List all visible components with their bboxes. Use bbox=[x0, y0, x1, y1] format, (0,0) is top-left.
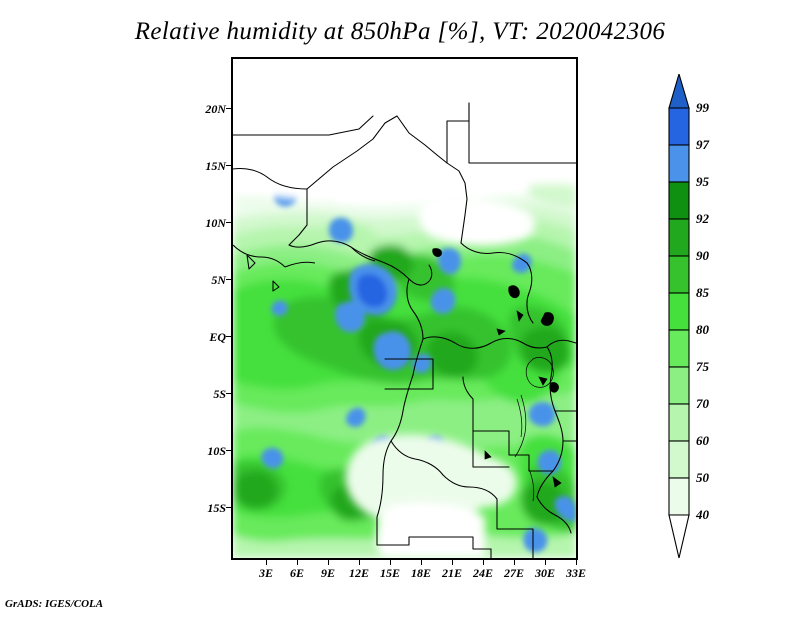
x-axis-tick bbox=[452, 560, 453, 565]
y-axis-label-20n: 20N bbox=[205, 102, 226, 116]
y-axis-label-5n: 5N bbox=[211, 273, 226, 287]
humidity-field-map bbox=[233, 59, 576, 558]
colorbar-segments bbox=[668, 74, 690, 558]
x-axis-label-24e: 24E bbox=[472, 566, 494, 580]
y-axis-label-10n: 10N bbox=[205, 216, 226, 230]
x-axis-tick bbox=[266, 560, 267, 565]
page-title: Relative humidity at 850hPa [%], VT: 202… bbox=[134, 18, 666, 45]
x-axis-label-30e: 30E bbox=[534, 566, 556, 580]
colorbar-under-arrow bbox=[668, 514, 690, 558]
x-axis-label-3e: 3E bbox=[258, 566, 274, 580]
map-plot-area bbox=[231, 57, 578, 560]
colorbar bbox=[666, 74, 692, 558]
colorbar-label-99: 99 bbox=[696, 100, 709, 115]
y-axis-label-5s: 5S bbox=[213, 387, 226, 401]
footer-credit: GrADS: IGES/COLA bbox=[5, 598, 104, 610]
y-axis-tick bbox=[226, 279, 231, 280]
x-axis-tick bbox=[421, 560, 422, 565]
colorbar-label-90: 90 bbox=[696, 248, 709, 263]
colorbar-label-92: 92 bbox=[696, 211, 709, 226]
x-axis-label-6e: 6E bbox=[289, 566, 305, 580]
colorbar-label-50: 50 bbox=[696, 470, 709, 485]
x-axis-label-12e: 12E bbox=[348, 566, 370, 580]
y-axis-tick bbox=[226, 222, 231, 223]
y-axis-label-15n: 15N bbox=[205, 159, 226, 173]
x-axis-tick bbox=[576, 560, 577, 565]
colorbar-label-75: 75 bbox=[696, 359, 709, 374]
x-axis-tick bbox=[359, 560, 360, 565]
x-axis-tick bbox=[390, 560, 391, 565]
x-axis-label-21e: 21E bbox=[441, 566, 463, 580]
x-axis-label-33e: 33E bbox=[565, 566, 587, 580]
colorbar-label-85: 85 bbox=[696, 285, 709, 300]
y-axis-tick bbox=[226, 336, 231, 337]
x-axis-tick bbox=[514, 560, 515, 565]
colorbar-label-40: 40 bbox=[696, 507, 709, 522]
y-axis-tick bbox=[226, 450, 231, 451]
colorbar-label-80: 80 bbox=[696, 322, 709, 337]
x-axis-label-27e: 27E bbox=[503, 566, 525, 580]
x-axis-label-9e: 9E bbox=[320, 566, 336, 580]
x-axis-tick bbox=[545, 560, 546, 565]
y-axis-label-eq: EQ bbox=[209, 330, 226, 344]
x-axis-tick bbox=[483, 560, 484, 565]
y-axis-tick bbox=[226, 165, 231, 166]
x-axis-tick bbox=[297, 560, 298, 565]
y-axis-label-10s: 10S bbox=[207, 444, 226, 458]
x-axis-label-15e: 15E bbox=[379, 566, 401, 580]
colorbar-over-arrow bbox=[668, 74, 690, 109]
y-axis-tick bbox=[226, 507, 231, 508]
colorbar-label-95: 95 bbox=[696, 174, 709, 189]
colorbar-label-97: 97 bbox=[696, 137, 709, 152]
x-axis-label-18e: 18E bbox=[410, 566, 432, 580]
colorbar-label-60: 60 bbox=[696, 433, 709, 448]
y-axis-tick bbox=[226, 108, 231, 109]
x-axis-tick bbox=[328, 560, 329, 565]
y-axis-label-15s: 15S bbox=[207, 501, 226, 515]
y-axis-tick bbox=[226, 393, 231, 394]
colorbar-label-70: 70 bbox=[696, 396, 709, 411]
